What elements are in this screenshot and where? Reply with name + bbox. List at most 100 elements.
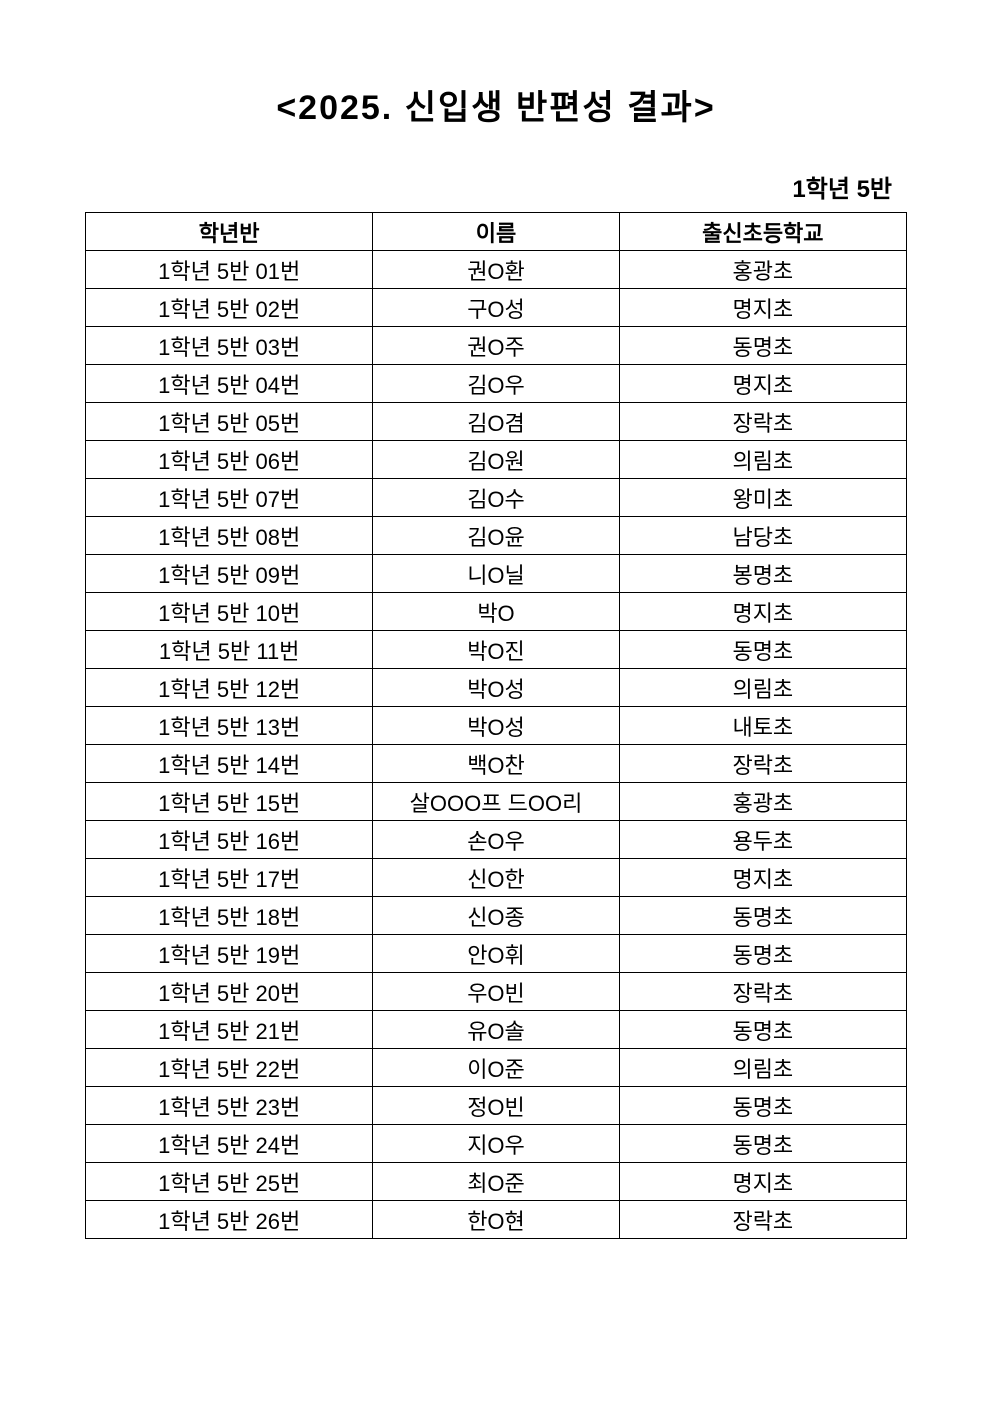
cell-name: 신O종 [373, 897, 619, 935]
table-row: 1학년 5반 21번유O솔동명초 [86, 1011, 907, 1049]
table-row: 1학년 5반 17번신O한명지초 [86, 859, 907, 897]
cell-school: 명지초 [619, 859, 906, 897]
cell-class: 1학년 5반 06번 [86, 441, 373, 479]
cell-name: 우O빈 [373, 973, 619, 1011]
cell-class: 1학년 5반 20번 [86, 973, 373, 1011]
cell-school: 장락초 [619, 403, 906, 441]
cell-class: 1학년 5반 04번 [86, 365, 373, 403]
cell-class: 1학년 5반 19번 [86, 935, 373, 973]
cell-name: 신O한 [373, 859, 619, 897]
cell-class: 1학년 5반 10번 [86, 593, 373, 631]
table-row: 1학년 5반 19번안O휘동명초 [86, 935, 907, 973]
cell-class: 1학년 5반 23번 [86, 1087, 373, 1125]
cell-class: 1학년 5반 26번 [86, 1201, 373, 1239]
cell-class: 1학년 5반 03번 [86, 327, 373, 365]
class-subtitle: 1학년 5반 [85, 169, 907, 204]
table-row: 1학년 5반 26번한O현장락초 [86, 1201, 907, 1239]
cell-school: 왕미초 [619, 479, 906, 517]
cell-school: 명지초 [619, 593, 906, 631]
cell-school: 의림초 [619, 1049, 906, 1087]
class-assignment-table: 학년반 이름 출신초등학교 1학년 5반 01번권O환홍광초1학년 5반 02번… [85, 212, 907, 1239]
cell-school: 용두초 [619, 821, 906, 859]
table-row: 1학년 5반 23번정O빈동명초 [86, 1087, 907, 1125]
table-row: 1학년 5반 03번권O주동명초 [86, 327, 907, 365]
table-row: 1학년 5반 11번박O진동명초 [86, 631, 907, 669]
table-row: 1학년 5반 15번살OOO프 드OO리홍광초 [86, 783, 907, 821]
cell-school: 의림초 [619, 441, 906, 479]
table-row: 1학년 5반 09번니O닐봉명초 [86, 555, 907, 593]
cell-school: 동명초 [619, 631, 906, 669]
table-row: 1학년 5반 04번김O우명지초 [86, 365, 907, 403]
cell-school: 동명초 [619, 327, 906, 365]
cell-school: 동명초 [619, 897, 906, 935]
cell-school: 내토초 [619, 707, 906, 745]
table-row: 1학년 5반 14번백O찬장락초 [86, 745, 907, 783]
cell-name: 정O빈 [373, 1087, 619, 1125]
cell-school: 장락초 [619, 973, 906, 1011]
table-row: 1학년 5반 13번박O성내토초 [86, 707, 907, 745]
cell-school: 홍광초 [619, 251, 906, 289]
table-row: 1학년 5반 22번이O준의림초 [86, 1049, 907, 1087]
cell-school: 의림초 [619, 669, 906, 707]
table-row: 1학년 5반 02번구O성명지초 [86, 289, 907, 327]
table-row: 1학년 5반 08번김O윤남당초 [86, 517, 907, 555]
cell-class: 1학년 5반 13번 [86, 707, 373, 745]
table-row: 1학년 5반 20번우O빈장락초 [86, 973, 907, 1011]
page-title: <2025. 신입생 반편성 결과> [85, 80, 907, 129]
header-school: 출신초등학교 [619, 213, 906, 251]
table-row: 1학년 5반 06번김O원의림초 [86, 441, 907, 479]
cell-school: 장락초 [619, 745, 906, 783]
table-header-row: 학년반 이름 출신초등학교 [86, 213, 907, 251]
cell-name: 김O수 [373, 479, 619, 517]
cell-name: 김O우 [373, 365, 619, 403]
cell-name: 김O겸 [373, 403, 619, 441]
cell-class: 1학년 5반 14번 [86, 745, 373, 783]
cell-name: 김O윤 [373, 517, 619, 555]
cell-school: 동명초 [619, 1125, 906, 1163]
cell-class: 1학년 5반 16번 [86, 821, 373, 859]
cell-class: 1학년 5반 25번 [86, 1163, 373, 1201]
cell-school: 봉명초 [619, 555, 906, 593]
table-row: 1학년 5반 10번박O명지초 [86, 593, 907, 631]
header-class: 학년반 [86, 213, 373, 251]
cell-school: 동명초 [619, 1087, 906, 1125]
cell-name: 박O성 [373, 669, 619, 707]
table-row: 1학년 5반 07번김O수왕미초 [86, 479, 907, 517]
cell-school: 명지초 [619, 365, 906, 403]
cell-name: 니O닐 [373, 555, 619, 593]
cell-school: 명지초 [619, 289, 906, 327]
cell-school: 홍광초 [619, 783, 906, 821]
cell-class: 1학년 5반 22번 [86, 1049, 373, 1087]
cell-name: 백O찬 [373, 745, 619, 783]
cell-school: 남당초 [619, 517, 906, 555]
cell-school: 명지초 [619, 1163, 906, 1201]
cell-class: 1학년 5반 02번 [86, 289, 373, 327]
table-row: 1학년 5반 16번손O우용두초 [86, 821, 907, 859]
cell-class: 1학년 5반 12번 [86, 669, 373, 707]
table-row: 1학년 5반 24번지O우동명초 [86, 1125, 907, 1163]
cell-name: 박O진 [373, 631, 619, 669]
cell-name: 지O우 [373, 1125, 619, 1163]
cell-class: 1학년 5반 09번 [86, 555, 373, 593]
cell-name: 유O솔 [373, 1011, 619, 1049]
cell-class: 1학년 5반 24번 [86, 1125, 373, 1163]
cell-class: 1학년 5반 01번 [86, 251, 373, 289]
table-row: 1학년 5반 01번권O환홍광초 [86, 251, 907, 289]
cell-class: 1학년 5반 07번 [86, 479, 373, 517]
cell-name: 최O준 [373, 1163, 619, 1201]
cell-name: 손O우 [373, 821, 619, 859]
cell-class: 1학년 5반 17번 [86, 859, 373, 897]
cell-class: 1학년 5반 05번 [86, 403, 373, 441]
cell-class: 1학년 5반 21번 [86, 1011, 373, 1049]
cell-school: 동명초 [619, 935, 906, 973]
cell-name: 박O성 [373, 707, 619, 745]
cell-school: 동명초 [619, 1011, 906, 1049]
cell-name: 박O [373, 593, 619, 631]
table-row: 1학년 5반 05번김O겸장락초 [86, 403, 907, 441]
cell-class: 1학년 5반 15번 [86, 783, 373, 821]
cell-school: 장락초 [619, 1201, 906, 1239]
table-row: 1학년 5반 18번신O종동명초 [86, 897, 907, 935]
cell-name: 구O성 [373, 289, 619, 327]
header-name: 이름 [373, 213, 619, 251]
cell-class: 1학년 5반 11번 [86, 631, 373, 669]
